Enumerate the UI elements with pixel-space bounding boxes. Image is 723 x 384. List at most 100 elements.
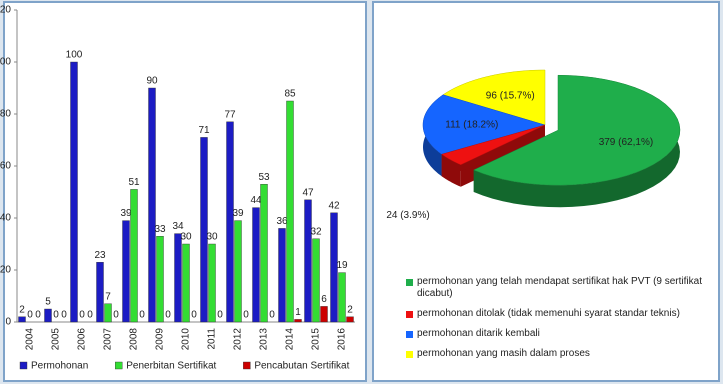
y-tick-label: 0 (5, 317, 11, 328)
bar (182, 243, 190, 323)
y-tick-label: 120 (0, 5, 11, 16)
value-label: 0 (87, 310, 93, 321)
value-label: 0 (269, 310, 275, 321)
value-label: 34 (172, 221, 184, 232)
x-tick-label: 2013 (259, 328, 270, 351)
value-label: 90 (146, 76, 158, 87)
y-tick-label: 60 (0, 161, 11, 172)
bar (130, 189, 138, 323)
x-tick-label: 2012 (233, 328, 244, 351)
bar (200, 137, 208, 323)
value-label: 1 (295, 307, 301, 318)
value-label: 2 (19, 304, 25, 315)
value-label: 100 (66, 50, 83, 61)
value-label: 0 (243, 310, 249, 321)
value-label: 19 (336, 260, 348, 271)
bar (70, 61, 78, 323)
legend-swatch (406, 311, 413, 318)
value-label: 0 (35, 310, 41, 321)
value-label: 0 (217, 310, 223, 321)
value-label: 6 (321, 294, 327, 305)
y-tick-label: 100 (0, 57, 11, 68)
value-label: 77 (224, 109, 236, 120)
x-tick-label: 2015 (311, 328, 322, 351)
value-label: 5 (45, 297, 51, 308)
legend-label: Pencabutan Sertifikat (254, 361, 349, 372)
pie-top (441, 124, 546, 166)
legend-entry: permohonan ditarik kembali (406, 328, 706, 340)
legend-swatch (406, 351, 413, 358)
value-label: 2 (347, 304, 353, 315)
bar (226, 121, 234, 323)
legend-swatch (243, 361, 251, 370)
bar (338, 272, 346, 323)
legend-label: Permohonan (31, 361, 88, 372)
bar (330, 212, 338, 323)
value-label: 0 (113, 310, 119, 321)
bar (278, 228, 286, 323)
legend-label: permohonan ditolak (tidak memenuhi syara… (417, 308, 680, 319)
value-label: 0 (191, 310, 197, 321)
pie-wall (473, 75, 680, 208)
value-label: 71 (198, 125, 210, 136)
bar (312, 238, 320, 323)
value-label: 47 (302, 187, 314, 198)
value-label: 30 (206, 232, 218, 243)
bar (208, 243, 216, 323)
bar (252, 207, 260, 323)
x-tick-label: 2007 (103, 328, 114, 351)
bar (260, 183, 268, 323)
bar (122, 220, 130, 323)
value-label: 23 (94, 250, 106, 261)
value-label: 36 (276, 216, 288, 227)
bar (304, 199, 312, 323)
pie-value-label: 111 (18.2%) (445, 119, 498, 130)
value-label: 0 (139, 310, 145, 321)
value-label: 7 (105, 291, 111, 302)
bar (156, 235, 164, 323)
value-label: 0 (61, 310, 67, 321)
legend-swatch (406, 331, 413, 338)
pie-top (442, 69, 546, 126)
bar (44, 308, 52, 323)
legend-label: permohonan ditarik kembali (417, 328, 540, 339)
value-label: 0 (53, 310, 59, 321)
x-tick-label: 2011 (207, 328, 218, 350)
x-tick-label: 2006 (77, 328, 88, 351)
pie-wall (441, 154, 461, 187)
x-tick-label: 2004 (25, 328, 36, 351)
value-label: 39 (232, 208, 244, 219)
x-tick-label: 2008 (129, 328, 140, 351)
pie-value-label: 96 (15.7%) (486, 91, 535, 102)
bar (294, 319, 302, 323)
value-label: 85 (284, 89, 296, 100)
y-tick-label: 80 (0, 109, 11, 120)
pie-slice (473, 74, 681, 208)
pie-side (441, 125, 545, 177)
value-label: 0 (165, 310, 171, 321)
x-tick-label: 2014 (285, 328, 296, 351)
legend-swatch (406, 279, 413, 286)
bar (148, 87, 156, 323)
pie-legend: permohonan yang telah mendapat sertifika… (406, 276, 706, 368)
value-label: 51 (128, 177, 140, 188)
value-label: 32 (310, 226, 322, 237)
pie-value-label: 379 (62,1%) (599, 137, 653, 148)
value-label: 44 (250, 195, 262, 206)
legend-label: permohonan yang masih dalam proses (417, 348, 590, 359)
value-label: 42 (328, 200, 340, 211)
bar (286, 100, 294, 323)
value-label: 0 (79, 310, 85, 321)
bar (234, 220, 242, 323)
x-tick-label: 2009 (155, 328, 166, 351)
pie-value-label: 24 (3.9%) (386, 210, 429, 221)
value-label: 33 (154, 224, 166, 235)
legend-entry: permohonan ditolak (tidak memenuhi syara… (406, 308, 706, 320)
legend-entry: permohonan yang masih dalam proses (406, 348, 706, 360)
bar (18, 316, 26, 323)
legend-entry: permohonan yang telah mendapat sertifika… (406, 276, 706, 300)
legend-label: Penerbitan Sertifikat (126, 361, 216, 372)
bar (174, 233, 182, 323)
bar (346, 316, 354, 323)
